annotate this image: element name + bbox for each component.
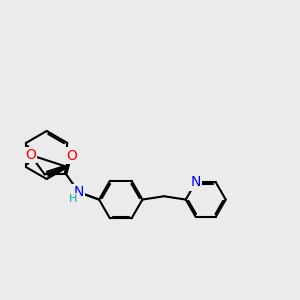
Text: H: H [68,194,77,205]
Text: N: N [190,175,201,189]
Text: O: O [25,148,36,162]
Text: N: N [74,185,84,199]
Text: O: O [66,149,77,163]
